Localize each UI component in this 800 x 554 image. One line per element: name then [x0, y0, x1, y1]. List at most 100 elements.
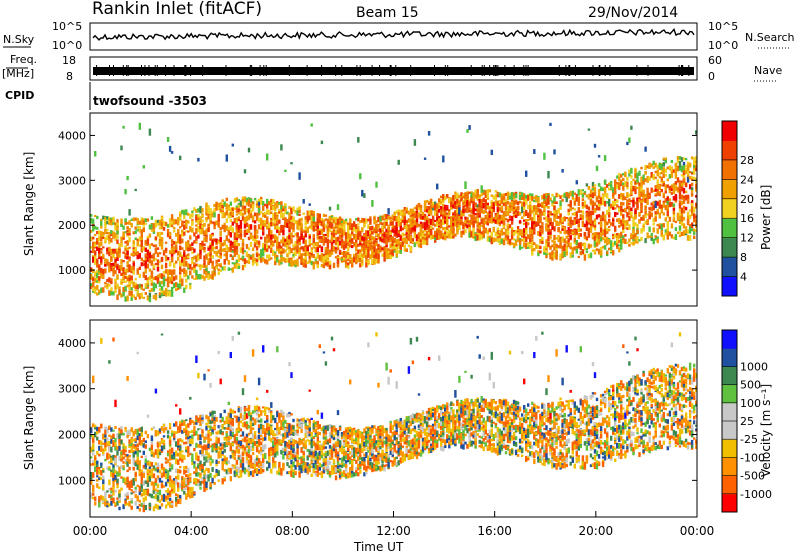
- range-cell: [578, 197, 580, 203]
- range-cell: [614, 199, 616, 201]
- range-cell: [116, 223, 118, 226]
- range-cell: [126, 176, 128, 180]
- range-cell: [466, 209, 468, 212]
- range-cell: [651, 213, 653, 218]
- range-cell: [630, 212, 632, 215]
- range-cell: [145, 223, 147, 225]
- range-cell: [110, 231, 112, 234]
- range-cell: [147, 218, 149, 221]
- range-cell: [361, 243, 363, 246]
- range-cell: [570, 191, 572, 196]
- range-cell: [359, 173, 361, 179]
- range-cell: [337, 264, 339, 266]
- range-cell: [309, 203, 311, 206]
- range-cell: [531, 235, 533, 240]
- range-cell: [483, 210, 485, 212]
- range-cell: [317, 262, 319, 264]
- range-cell: [205, 272, 207, 278]
- range-cell: [636, 178, 638, 182]
- range-cell: [464, 229, 466, 233]
- range-cell: [262, 232, 264, 235]
- range-cell: [252, 208, 254, 212]
- range-cell: [636, 230, 638, 234]
- range-cell: [537, 197, 539, 203]
- range-cell: [673, 203, 675, 206]
- range-cell: [580, 189, 582, 195]
- range-cell: [501, 197, 503, 202]
- range-cell: [205, 265, 207, 268]
- range-cell: [181, 284, 183, 286]
- range-cell: [329, 207, 331, 211]
- range-cell: [398, 234, 400, 238]
- range-cell: [509, 224, 511, 228]
- range-cell: [622, 214, 624, 218]
- range-cell: [406, 211, 408, 213]
- range-cell: [519, 220, 521, 223]
- range-cell: [232, 212, 234, 216]
- range-cell: [211, 234, 213, 236]
- range-cell: [377, 224, 379, 228]
- range-cell: [307, 247, 309, 251]
- range-cell: [519, 245, 521, 250]
- range-cell: [280, 201, 282, 205]
- range-cell: [549, 197, 551, 200]
- range-cell: [371, 253, 373, 258]
- range-cell: [622, 183, 624, 186]
- range-cell: [432, 216, 434, 222]
- range-cell: [531, 194, 533, 197]
- range-cell: [298, 172, 300, 180]
- range-cell: [570, 200, 572, 204]
- range-cell: [226, 155, 228, 162]
- range-cell: [392, 221, 394, 225]
- range-cell: [474, 236, 476, 241]
- range-cell: [300, 218, 302, 222]
- freq-panel: Freq. [MHz] 18 8 60 0 Nave: [2, 53, 782, 83]
- range-cell: [161, 217, 163, 219]
- range-cell: [179, 284, 181, 289]
- range-cell: [201, 208, 203, 212]
- range-cell: [555, 255, 557, 260]
- range-cell: [594, 144, 596, 148]
- range-cell: [292, 219, 294, 223]
- range-cell: [578, 256, 580, 258]
- range-cell: [361, 254, 363, 257]
- range-cell: [205, 208, 207, 214]
- range-cell: [665, 174, 667, 177]
- range-cell: [588, 194, 590, 200]
- range-cell: [292, 247, 294, 250]
- range-cell: [549, 235, 551, 240]
- range-cell: [580, 210, 582, 212]
- range-cell: [594, 187, 596, 193]
- range-cell: [553, 196, 555, 201]
- range-cell: [179, 156, 181, 160]
- range-cell: [622, 195, 624, 200]
- range-cell: [630, 242, 632, 244]
- nsky-tick-top: 10^5: [52, 20, 82, 33]
- range-cell: [102, 256, 104, 259]
- range-cell: [363, 193, 365, 198]
- range-cell: [509, 215, 511, 218]
- range-cell: [189, 248, 191, 250]
- range-cell: [576, 180, 578, 184]
- range-cell: [303, 213, 305, 215]
- range-cell: [580, 229, 582, 232]
- range-cell: [203, 259, 205, 265]
- range-cell: [432, 208, 434, 211]
- range-cell: [100, 251, 102, 254]
- range-cell: [266, 199, 268, 204]
- nsearch-tick-top: 10^5: [708, 20, 738, 33]
- range-cell: [675, 234, 677, 240]
- range-cell: [232, 222, 234, 226]
- range-cell: [197, 158, 199, 162]
- range-cell: [284, 170, 286, 172]
- range-cell: [665, 190, 667, 193]
- range-cell: [266, 255, 268, 259]
- range-cell: [327, 219, 329, 224]
- range-cell: [266, 210, 268, 213]
- range-cell: [620, 245, 622, 250]
- range-cell: [323, 230, 325, 232]
- range-cell: [387, 237, 389, 241]
- range-cell: [588, 186, 590, 190]
- range-cell: [555, 251, 557, 256]
- range-cell: [163, 275, 165, 277]
